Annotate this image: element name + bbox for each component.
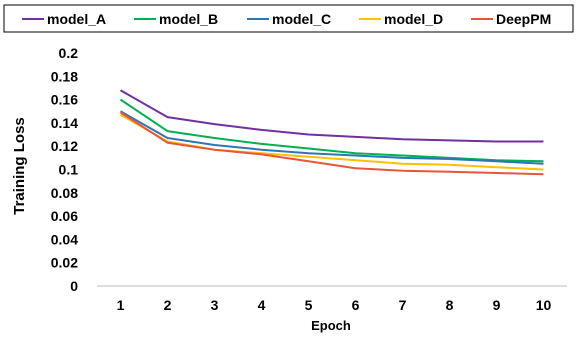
legend-label: model_A: [47, 11, 106, 27]
legend-label: DeepPM: [496, 11, 551, 27]
x-tick-label: 4: [258, 297, 266, 313]
series-line-model_C: [120, 110, 544, 165]
y-tick-label: 0.14: [51, 115, 78, 131]
x-tick-label: 7: [399, 297, 407, 313]
y-tick-label: 0.1: [59, 162, 79, 178]
x-axis-ticks: 1 2 3 4 5 6 7 8 9 10: [117, 297, 552, 313]
x-tick-label: 6: [352, 297, 360, 313]
x-tick-label: 10: [536, 297, 552, 313]
x-tick-label: 8: [446, 297, 454, 313]
y-tick-label: 0.06: [51, 208, 78, 224]
legend-label: model_B: [159, 11, 218, 27]
x-axis-label: Epoch: [311, 318, 351, 333]
y-tick-label: 0.2: [59, 45, 79, 61]
series-line-DeepPM: [119, 111, 544, 176]
x-tick-label: 1: [117, 297, 125, 313]
series-line-model_B: [119, 98, 544, 163]
x-tick-label: 9: [493, 297, 501, 313]
y-tick-label: 0.12: [51, 138, 78, 154]
legend-label: model_D: [384, 11, 443, 27]
y-tick-label: 0.04: [51, 231, 78, 247]
legend-label: model_C: [272, 11, 331, 27]
x-tick-label: 5: [305, 297, 313, 313]
series-line-model_A: [120, 89, 544, 143]
x-tick-label: 3: [211, 297, 219, 313]
y-tick-label: 0.16: [51, 92, 78, 108]
y-axis-ticks: 0 0.02 0.04 0.06 0.08 0.1 0.12 0.14 0.16 0.18 0.2: [51, 45, 78, 294]
y-tick-label: 0.02: [51, 255, 78, 271]
y-tick-label: 0.18: [51, 68, 78, 84]
legend: model_A model_B model_C model_D DeepPM: [22, 11, 551, 27]
x-tick-label: 2: [164, 297, 172, 313]
y-tick-label: 0: [70, 278, 78, 294]
y-axis-label: Training Loss: [11, 117, 28, 215]
y-tick-label: 0.08: [51, 185, 78, 201]
series-lines: [119, 89, 544, 176]
